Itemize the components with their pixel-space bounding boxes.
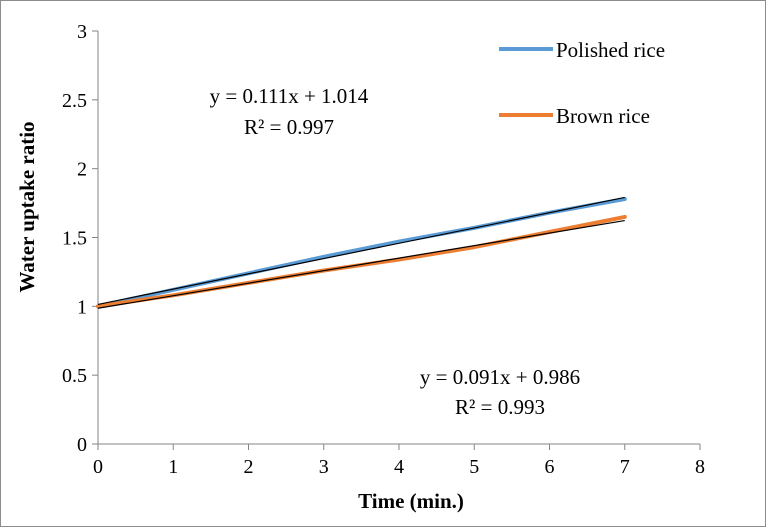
x-tick-label: 6 (545, 456, 555, 478)
y-tick-label: 1.5 (62, 228, 87, 250)
y-axis-title: Water uptake ratio (15, 121, 39, 292)
x-tick-label: 4 (394, 456, 404, 478)
y-tick-label: 2.5 (62, 90, 87, 112)
x-tick-label: 3 (319, 456, 329, 478)
series-line-brown-rice (96, 214, 627, 309)
legend: Polished rice Brown rice (499, 38, 665, 128)
trendline-polished-rice (97, 196, 625, 305)
x-axis-title: Time (min.) (358, 489, 464, 513)
series-layer (96, 197, 627, 309)
equation-brown-rice-r2: R² = 0.993 (455, 395, 545, 419)
equation-polished-rice-formula: y = 0.111x + 1.014 (210, 84, 369, 108)
x-tick-label: 8 (695, 456, 705, 478)
x-tick-label: 2 (244, 456, 254, 478)
series-line-polished-rice (96, 197, 627, 309)
equation-brown-rice-formula: y = 0.091x + 0.986 (420, 365, 580, 389)
y-tick-label: 1 (77, 296, 87, 318)
y-axis: 0 0.5 1 1.5 2 2.5 3 (62, 21, 99, 456)
y-tick-label: 3 (77, 21, 87, 43)
x-tick-label: 5 (469, 456, 479, 478)
x-tick-label: 7 (620, 456, 630, 478)
trendline-layer (97, 196, 625, 309)
x-tick-label: 0 (93, 456, 103, 478)
legend-label-polished-rice: Polished rice (556, 38, 665, 62)
legend-label-brown-rice: Brown rice (556, 104, 650, 128)
y-tick-label: 0 (77, 434, 87, 456)
x-axis: 0 1 2 3 4 5 6 7 8 (93, 443, 705, 478)
y-tick-label: 2 (77, 159, 87, 181)
equation-brown-rice: y = 0.091x + 0.986 R² = 0.993 (420, 365, 580, 419)
y-tick-label: 0.5 (62, 365, 87, 387)
equation-polished-rice-r2: R² = 0.997 (244, 115, 334, 139)
equation-polished-rice: y = 0.111x + 1.014 R² = 0.997 (210, 84, 369, 139)
trendline-brown-rice (97, 219, 625, 309)
x-tick-label: 1 (168, 456, 178, 478)
